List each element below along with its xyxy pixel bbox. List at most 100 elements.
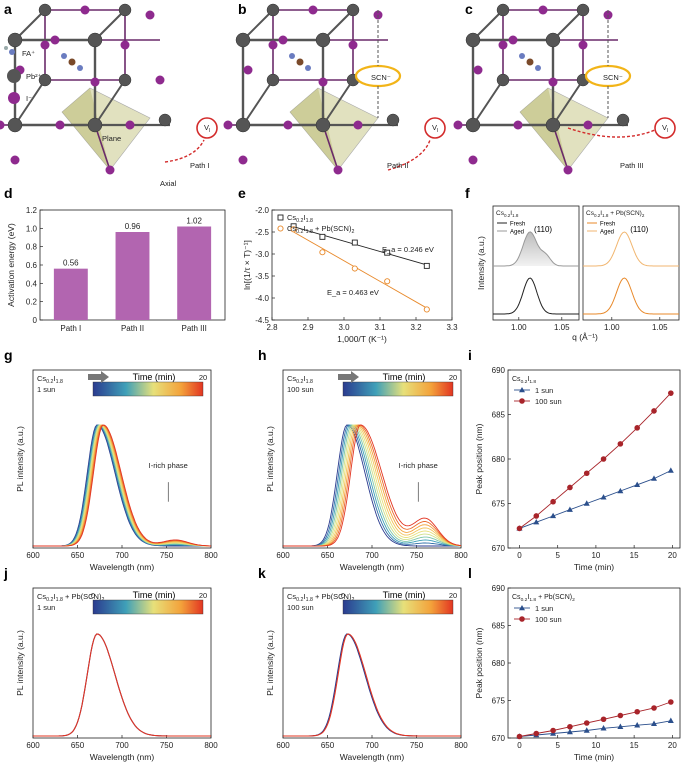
data-point bbox=[566, 728, 573, 735]
pb-atom bbox=[315, 32, 331, 48]
data-point bbox=[567, 484, 573, 491]
f-x-tick-label: 1.05 bbox=[652, 323, 668, 332]
label-path-c: Path III bbox=[620, 161, 644, 170]
fit-line bbox=[293, 226, 427, 266]
j-x-tick-label: 800 bbox=[204, 741, 218, 750]
pb-atom bbox=[496, 73, 510, 87]
pb-atom bbox=[118, 3, 132, 17]
pb-icon bbox=[7, 69, 21, 83]
category-label: Path III bbox=[181, 324, 206, 333]
bond bbox=[322, 124, 339, 171]
plot-frame bbox=[32, 369, 212, 549]
label-path-b: Path II bbox=[387, 161, 409, 170]
data-point bbox=[567, 723, 573, 730]
vacancy-label-a: VI bbox=[204, 123, 210, 134]
data-point bbox=[634, 481, 641, 488]
j-x-tick-label: 600 bbox=[26, 741, 40, 750]
data-point bbox=[617, 723, 624, 729]
legend-marker bbox=[519, 616, 525, 622]
pb-atom bbox=[38, 73, 52, 87]
colorbar-title: Time (min) bbox=[383, 372, 426, 382]
series-line bbox=[519, 701, 671, 737]
data-point bbox=[319, 249, 326, 256]
h-x-axis-label: Wavelength (nm) bbox=[340, 562, 405, 572]
pb-atom bbox=[7, 32, 23, 48]
h-y-axis-label: PL intensity (a.u.) bbox=[265, 426, 275, 492]
j-x-tick-label: 750 bbox=[160, 741, 174, 750]
data-point bbox=[533, 513, 540, 519]
iodide-atom bbox=[583, 120, 593, 130]
migration-path-arrow bbox=[387, 139, 431, 171]
legend-label: Fresh bbox=[600, 222, 615, 228]
pl-spectrum-line bbox=[33, 633, 211, 737]
iodide-atom bbox=[308, 5, 318, 15]
f-x-axis-label: q (Å⁻¹) bbox=[572, 332, 598, 342]
data-point bbox=[617, 712, 624, 719]
data-point bbox=[600, 456, 607, 462]
iodide-atom bbox=[578, 40, 588, 50]
legend-label: Cs0.2I1.8 bbox=[287, 213, 313, 224]
aged-curve-fill bbox=[493, 231, 579, 266]
pb-atom bbox=[118, 73, 132, 87]
pb-atom bbox=[158, 113, 172, 127]
data-point bbox=[423, 306, 430, 313]
schematic-panel-b bbox=[223, 3, 446, 175]
h-x-tick-label: 600 bbox=[276, 551, 290, 560]
data-point bbox=[290, 226, 297, 233]
panel-label-h: h bbox=[258, 347, 267, 363]
d-y-tick-label: 0 bbox=[33, 316, 38, 325]
iodide-atom bbox=[548, 77, 558, 87]
iodide-atom bbox=[90, 77, 100, 87]
iodide-atom bbox=[453, 120, 463, 130]
vacancy-ring bbox=[196, 117, 218, 139]
l-x-axis-label: Time (min) bbox=[574, 752, 614, 762]
panel-label-e: e bbox=[238, 185, 246, 201]
shift-arrow-icon bbox=[88, 371, 109, 383]
data-point bbox=[516, 525, 523, 532]
k-x-tick-label: 800 bbox=[454, 741, 468, 750]
h-x-tick-label: 800 bbox=[454, 551, 468, 560]
chart-h: 600 650 700 750 800 PL intensity (a.u.) Wavele… bbox=[265, 369, 468, 572]
fit-annotation: E_a = 0.463 eV bbox=[327, 288, 379, 297]
data-point bbox=[617, 487, 624, 494]
chart-i: 0 5 10 15 20 670 675 680 685 690 Peak position (nm… bbox=[474, 366, 681, 572]
legend-marker bbox=[519, 605, 525, 611]
legend-label: 1 sun bbox=[535, 604, 553, 613]
panel-title: Cs0.2I1.8 bbox=[512, 376, 536, 385]
bond bbox=[552, 124, 569, 171]
pb-atom bbox=[616, 113, 630, 127]
iodide-atom bbox=[55, 120, 65, 130]
e-y-tick-label: -3.0 bbox=[255, 250, 269, 259]
colorbar-max: 20 bbox=[199, 591, 207, 600]
legend-label: 100 sun bbox=[535, 615, 562, 624]
k-x-tick-label: 650 bbox=[321, 741, 335, 750]
legend-label: 100 sun bbox=[535, 397, 562, 406]
legend-label: Aged bbox=[600, 230, 614, 236]
chart-l: 0 5 10 15 20 670 675 680 685 690 Peak position (nm… bbox=[474, 584, 681, 762]
panel-label-a: a bbox=[4, 1, 12, 17]
bond bbox=[14, 79, 46, 126]
iodide-atom bbox=[243, 65, 253, 75]
fit-annotation: E_a = 0.246 eV bbox=[382, 245, 434, 254]
d-y-axis-label: Activation energy (eV) bbox=[6, 223, 16, 307]
category-label: Path I bbox=[60, 324, 81, 333]
legend-marker bbox=[277, 225, 284, 232]
bond bbox=[322, 79, 354, 126]
aged-curve bbox=[493, 231, 579, 267]
f-y-axis-label: Intensity (a.u.) bbox=[476, 236, 486, 290]
f-x-tick-label: 1.00 bbox=[604, 323, 620, 332]
data-point bbox=[423, 262, 430, 269]
pl-spectrum-line bbox=[283, 424, 462, 547]
label-path-a: Path I bbox=[190, 161, 210, 170]
pb-atom bbox=[235, 32, 251, 48]
d-y-tick-label: 1.2 bbox=[26, 206, 38, 215]
iodide-atom bbox=[468, 155, 478, 165]
colorbar-max: 20 bbox=[199, 373, 207, 382]
pb-atom bbox=[235, 117, 251, 133]
data-point bbox=[667, 467, 674, 473]
colorbar-title: Time (min) bbox=[133, 590, 176, 600]
data-point bbox=[583, 727, 590, 733]
migration-path-arrow bbox=[567, 127, 656, 138]
panel-title: Cs0.2I1.8 + Pb(SCN)2 bbox=[512, 594, 575, 603]
legend-pb: Pb²⁺ bbox=[26, 72, 42, 81]
